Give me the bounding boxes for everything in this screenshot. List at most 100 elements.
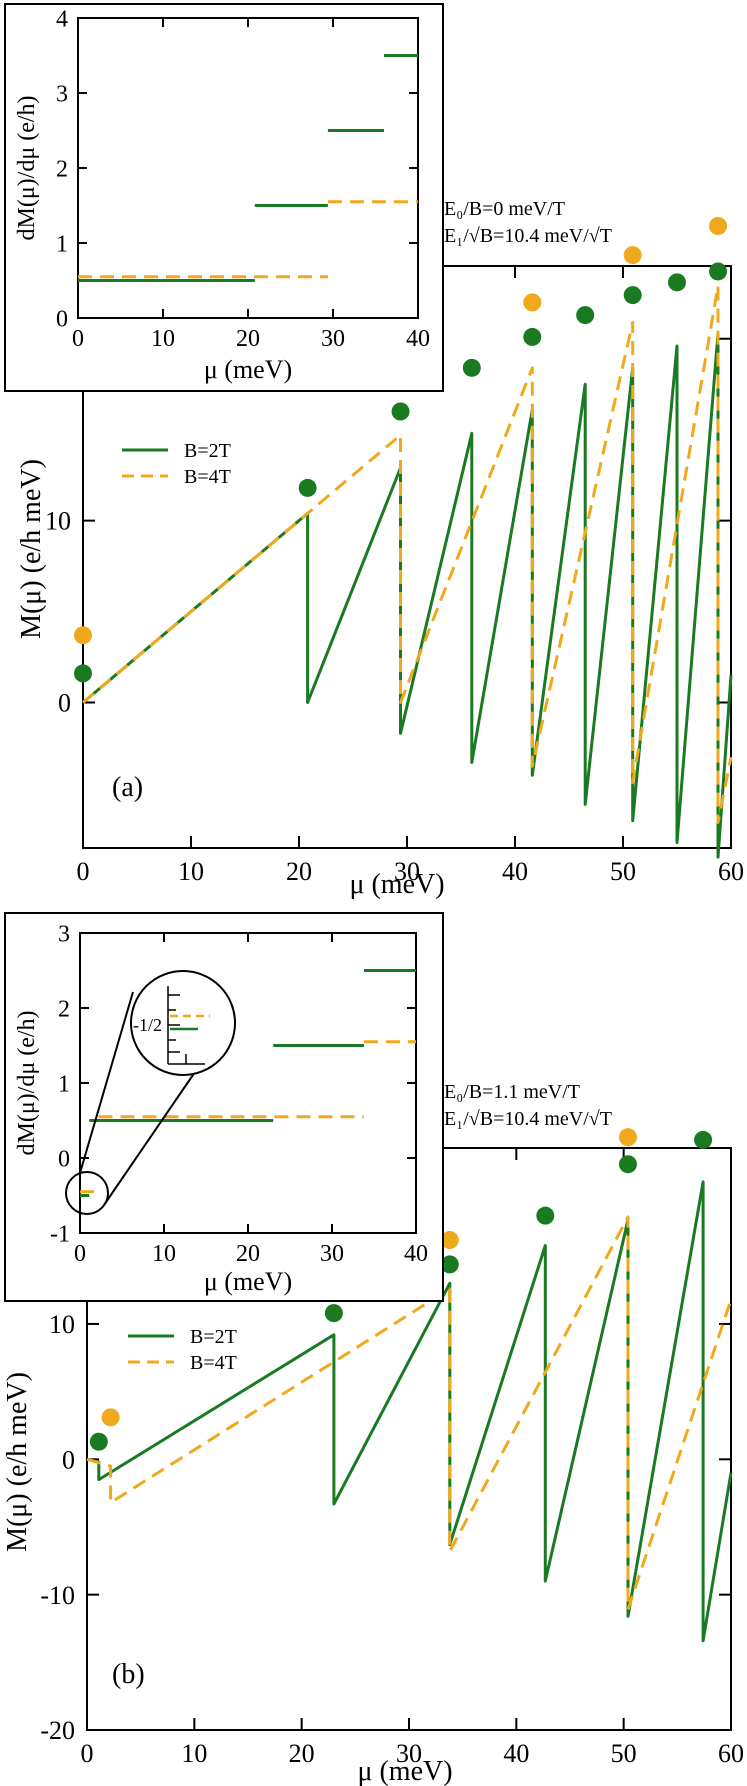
x-tick-label: 30 — [321, 326, 345, 352]
y-tick-label: 1 — [56, 231, 68, 257]
x-tick-label: 40 — [404, 1241, 428, 1267]
series-line-green — [86, 1180, 733, 1643]
x-tick-label: 30 — [320, 1241, 344, 1267]
panel-b-legend-label-green: B=2T — [190, 1326, 237, 1348]
point-green — [89, 1432, 108, 1451]
x-tick-label: 0 — [81, 1739, 94, 1768]
panel-a-series — [82, 284, 733, 859]
panel-a-inset-axes: 0 10 20 30 40 0 1 2 3 4 — [56, 6, 430, 352]
y-tick-label: 4 — [56, 6, 68, 32]
point-green — [440, 1255, 459, 1274]
panel-b-label: (b) — [112, 1659, 145, 1690]
point-green — [462, 358, 481, 377]
zoom-value-label: -1/2 — [133, 1015, 162, 1035]
panel-b-inset-zoom-callout: -1/2 — [65, 970, 236, 1215]
x-tick-label: 10 — [152, 1241, 176, 1267]
x-tick-label: 0 — [77, 857, 90, 886]
panel-a-legend-label-orange: B=4T — [184, 466, 231, 488]
panel-a-legend: B=2T B=4T — [122, 440, 231, 488]
panel-b-x-axis-label: μ (meV) — [357, 1756, 452, 1786]
panel-a-inset-background — [4, 3, 444, 392]
point-green — [618, 1155, 637, 1174]
point-green — [536, 1206, 555, 1225]
zoom-magnified-circle — [130, 970, 236, 1076]
zoom-connector-lower — [103, 1052, 209, 1206]
panel-a-inset-series — [78, 54, 418, 282]
panel-b-inset-background — [4, 912, 444, 1302]
point-orange — [523, 293, 542, 312]
x-tick-label: 40 — [406, 326, 430, 352]
y-tick-label: 0 — [58, 1146, 70, 1172]
x-tick-label: 30 — [396, 1739, 422, 1768]
point-green — [694, 1130, 713, 1149]
point-green — [709, 262, 728, 281]
x-tick-label: 10 — [151, 326, 175, 352]
panel-b-series — [86, 1180, 733, 1643]
y-tick-label: 0 — [56, 306, 68, 332]
point-orange — [623, 246, 642, 265]
panel-b-inset-x-axis-label: μ (meV) — [204, 1267, 292, 1296]
x-tick-label: 20 — [236, 1241, 260, 1267]
series-line-orange — [82, 284, 733, 824]
point-green — [623, 286, 642, 305]
x-tick-label: 60 — [718, 1739, 744, 1768]
panel-b-y-axis-label: M(μ) (e/h meV) — [2, 1372, 33, 1552]
point-orange — [618, 1128, 637, 1147]
point-green — [668, 273, 686, 292]
zoom-source-circle — [65, 1171, 109, 1215]
y-tick-label: 3 — [58, 921, 70, 947]
point-green — [324, 1304, 343, 1323]
x-tick-label: 50 — [611, 1739, 637, 1768]
y-tick-label: 2 — [56, 156, 68, 182]
panel-a-inset-y-axis-label: dM(μ)/dμ (e/h) — [14, 95, 40, 240]
x-tick-label: 10 — [178, 857, 204, 886]
x-tick-label: 0 — [74, 1241, 86, 1267]
point-orange — [709, 216, 728, 235]
panel-b-param-1: E₀/B=1.1 meV/T — [444, 1081, 580, 1103]
point-orange — [101, 1408, 120, 1427]
x-tick-label: 20 — [236, 326, 260, 352]
point-green — [576, 306, 595, 325]
point-green — [391, 402, 410, 421]
y-tick-label: 10 — [45, 507, 71, 536]
panel-b-inset-y-axis-label: dM(μ)/dμ (e/h) — [14, 1010, 40, 1155]
x-tick-label: 0 — [72, 326, 84, 352]
x-tick-label: 20 — [286, 857, 312, 886]
panel-a-inset: 0 10 20 30 40 0 1 2 3 4 μ (meV) dM(μ)/dμ (e/h) — [4, 3, 444, 392]
panel-b-legend: B=2T B=4T — [128, 1326, 237, 1374]
zoom-connector-upper — [79, 991, 134, 1174]
y-tick-label: 3 — [56, 81, 68, 107]
y-tick-label: 2 — [58, 996, 70, 1022]
y-tick-label: 10 — [49, 1310, 75, 1339]
series-line-orange — [86, 1215, 733, 1611]
panel-b-legend-label-orange: B=4T — [190, 1352, 237, 1374]
x-tick-label: 30 — [394, 857, 420, 886]
point-green — [298, 478, 317, 497]
y-tick-label: -20 — [40, 1716, 75, 1745]
y-tick-label: 0 — [62, 1445, 75, 1474]
panel-a-param-2: E₁/√B=10.4 meV/√T — [444, 225, 612, 247]
point-green — [74, 664, 92, 683]
panel-a-param-1: E₀/B=0 meV/T — [444, 198, 565, 220]
series-line-green — [82, 331, 733, 859]
panel-a-y-axis-label: M(μ) (e/h meV) — [16, 459, 47, 639]
point-orange — [440, 1231, 459, 1250]
panel-b-inset-series — [80, 969, 416, 1197]
point-green — [523, 327, 542, 346]
y-tick-label: -1 — [50, 1221, 70, 1247]
x-tick-label: 60 — [718, 857, 744, 886]
x-tick-label: 40 — [502, 857, 528, 886]
point-orange — [74, 626, 92, 645]
panel-a-main-plot: 010203040506001020 μ (meV) M(μ) (e/h meV… — [16, 198, 744, 900]
x-tick-label: 10 — [181, 1739, 207, 1768]
panel-a-x-axis-label: μ (meV) — [349, 869, 444, 900]
x-tick-label: 50 — [610, 857, 636, 886]
y-tick-label: 0 — [58, 689, 71, 718]
x-tick-label: 40 — [503, 1739, 529, 1768]
y-tick-label: -10 — [40, 1581, 75, 1610]
panel-b-param-2: E₁/√B=10.4 meV/√T — [444, 1108, 612, 1130]
y-tick-label: 1 — [58, 1071, 70, 1097]
